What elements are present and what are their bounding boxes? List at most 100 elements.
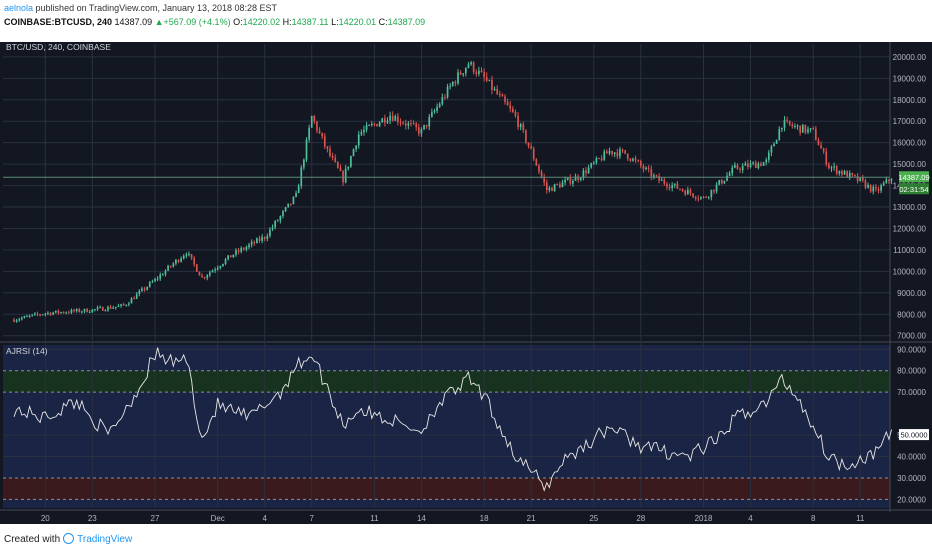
candle-body <box>156 278 159 280</box>
candle-body <box>193 258 196 265</box>
candle-body <box>569 177 572 184</box>
candle-body <box>177 259 180 262</box>
candle-body <box>391 115 394 121</box>
candle-body <box>214 269 216 271</box>
candle-body <box>300 167 303 186</box>
candle-body <box>271 227 274 230</box>
candle-body <box>36 313 39 315</box>
candle-body <box>707 197 710 199</box>
candle-body <box>329 148 331 156</box>
candle-body <box>394 116 397 121</box>
candle-body <box>195 264 198 272</box>
chart-area[interactable]: 7000.00 8000.00 9000.00 10000.00 11000.00 120… <box>0 42 932 524</box>
candle-body <box>49 312 52 315</box>
candle-body <box>289 203 292 205</box>
price-tick-label: 13000.00 <box>893 203 927 212</box>
candle-body <box>73 309 75 312</box>
author-link[interactable]: aelnola <box>4 3 34 13</box>
candle-body <box>736 164 739 169</box>
candle-body <box>269 229 271 237</box>
candle-body <box>104 310 107 312</box>
candle-body <box>120 304 122 306</box>
chart-header: aelnola published on TradingView.com, Ja… <box>0 0 932 30</box>
candle-body <box>710 189 713 198</box>
candle-body <box>634 158 637 161</box>
rsi-overbought-band <box>3 370 890 393</box>
candle-body <box>480 70 483 73</box>
candle-body <box>222 263 224 267</box>
candle-body <box>135 294 138 299</box>
candle-body <box>31 314 34 316</box>
candle-body <box>143 288 146 290</box>
candle-body <box>237 250 240 252</box>
candle-body <box>313 116 316 122</box>
created-with-text: Created with <box>4 534 61 545</box>
candle-body <box>454 81 457 84</box>
candle-body <box>321 132 324 137</box>
candle-body <box>446 86 449 98</box>
candle-body <box>67 312 70 314</box>
candle-body <box>890 179 893 181</box>
candle-body <box>464 67 467 74</box>
candle-body <box>101 307 104 311</box>
candle-body <box>295 193 297 197</box>
candle-body <box>336 161 339 169</box>
candle-body <box>493 88 496 90</box>
candle-body <box>726 175 728 181</box>
candle-body <box>381 118 384 123</box>
countdown-tag-label: 02:31:54 <box>899 185 928 194</box>
candle-body <box>820 145 822 149</box>
candle-body <box>556 184 559 186</box>
candle-body <box>438 104 441 107</box>
candle-body <box>352 149 355 157</box>
candle-body <box>830 167 833 169</box>
candle-body <box>182 255 185 259</box>
candle-body <box>34 313 36 315</box>
candle-body <box>146 286 149 290</box>
candle-body <box>846 171 849 178</box>
candle-body <box>775 139 778 144</box>
candle-body <box>700 196 702 199</box>
chart-canvas[interactable]: 7000.00 8000.00 9000.00 10000.00 11000.00 120… <box>0 42 932 524</box>
candle-body <box>125 304 128 306</box>
candle-body <box>201 275 203 278</box>
candle-body <box>668 186 671 189</box>
candle-body <box>666 183 668 187</box>
candle-body <box>867 184 869 188</box>
candle-body <box>462 73 465 75</box>
candle-body <box>603 151 606 161</box>
candle-body <box>190 253 193 259</box>
candle-body <box>692 193 694 197</box>
candle-body <box>211 270 214 273</box>
high-value: 14387.11 <box>291 17 329 27</box>
candle-body <box>287 203 290 208</box>
candle-body <box>28 315 31 317</box>
candle-body <box>412 123 415 125</box>
candle-body <box>676 183 679 189</box>
time-tick-label: 23 <box>88 514 97 523</box>
candle-body <box>23 316 26 318</box>
time-tick-label: 2018 <box>695 514 713 523</box>
last-price-tag <box>899 171 929 183</box>
price-tick-label: 15000.00 <box>893 160 927 169</box>
candle-body <box>172 263 175 267</box>
candle-body <box>360 132 363 135</box>
candle-body <box>203 277 206 279</box>
candle-body <box>671 185 674 189</box>
candle-body <box>117 305 120 307</box>
candle-body <box>478 70 480 74</box>
candle-body <box>561 182 564 188</box>
candle-body <box>151 281 154 283</box>
candle-body <box>684 190 687 195</box>
price-tick-label: 9000.00 <box>897 289 926 298</box>
tradingview-brand[interactable]: TradingView <box>77 534 133 545</box>
high-label: H: <box>282 17 292 27</box>
candle-body <box>543 176 546 183</box>
candle-body <box>838 170 841 174</box>
candle-body <box>386 120 389 123</box>
created-with: Created with TradingView <box>4 533 132 545</box>
candle-body <box>263 237 266 239</box>
candle-body <box>822 148 825 152</box>
candle-body <box>647 167 650 169</box>
candle-body <box>88 312 91 314</box>
